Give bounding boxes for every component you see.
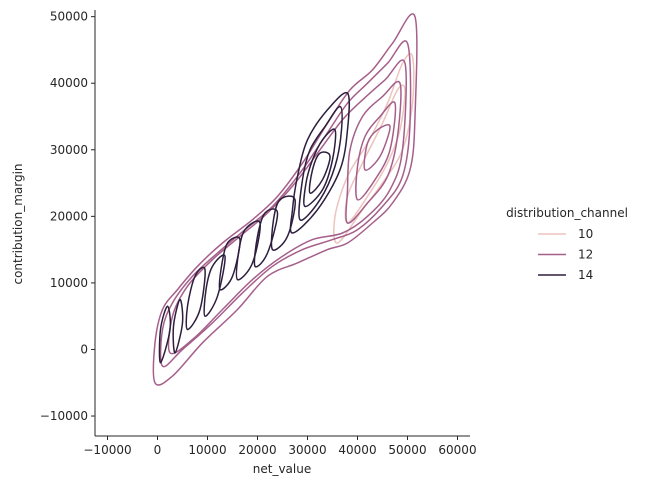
- y-tick-label: 50000: [50, 10, 88, 24]
- legend-label-10: 10: [578, 227, 593, 241]
- contour-line: [253, 208, 279, 268]
- x-axis-label: net_value: [253, 462, 311, 476]
- contour-line: [308, 151, 331, 194]
- contour-line: [270, 195, 296, 251]
- legend-label-12: 12: [578, 248, 593, 262]
- x-tick-label: 50000: [388, 443, 426, 457]
- contour-line: [303, 128, 337, 208]
- series-12-contours: [152, 13, 418, 386]
- x-tick-label: 40000: [338, 443, 376, 457]
- legend-title: distribution_channel: [506, 206, 628, 220]
- contour-line: [333, 52, 415, 244]
- contour-line: [345, 80, 402, 224]
- y-tick-label: −10000: [40, 409, 88, 423]
- contour-layer: [152, 13, 418, 386]
- y-tick-label: 0: [80, 342, 88, 356]
- legend-label-14: 14: [578, 268, 593, 282]
- y-tick-label: 40000: [50, 76, 88, 90]
- x-tick-label: 30000: [288, 443, 326, 457]
- contour-line: [235, 220, 261, 281]
- series-14-contours: [158, 91, 351, 364]
- contour-line: [298, 105, 343, 221]
- y-tick-label: 30000: [50, 143, 88, 157]
- x-tick-label: 60000: [438, 443, 476, 457]
- contour-line: [363, 123, 391, 171]
- x-tick-label: 0: [154, 443, 162, 457]
- y-tick-label: 20000: [50, 209, 88, 223]
- contour-line: [185, 266, 206, 331]
- x-tick-label: 10000: [188, 443, 226, 457]
- contour-line: [203, 254, 226, 317]
- contour-line: [218, 236, 241, 291]
- y-ticks: −10000 0 10000 20000 30000 40000 50000: [40, 10, 95, 423]
- contour-line: [172, 298, 184, 354]
- legend: distribution_channel 10 12 14: [506, 206, 628, 282]
- series-10-contours: [333, 52, 415, 244]
- contour-line: [167, 59, 407, 355]
- contour-line: [152, 13, 418, 386]
- contour-line: [159, 40, 412, 368]
- legend-entries: 10 12 14: [538, 227, 593, 282]
- x-tick-label: −10000: [83, 443, 131, 457]
- contour-line: [289, 91, 351, 234]
- y-tick-label: 10000: [50, 276, 88, 290]
- contour-line: [158, 305, 172, 364]
- x-tick-label: 20000: [238, 443, 276, 457]
- contour-line: [355, 101, 397, 201]
- x-ticks: −10000 0 10000 20000 30000 40000 50000 60000: [83, 436, 477, 457]
- y-axis-label: contribution_margin: [11, 163, 25, 284]
- contour-line: [344, 84, 406, 224]
